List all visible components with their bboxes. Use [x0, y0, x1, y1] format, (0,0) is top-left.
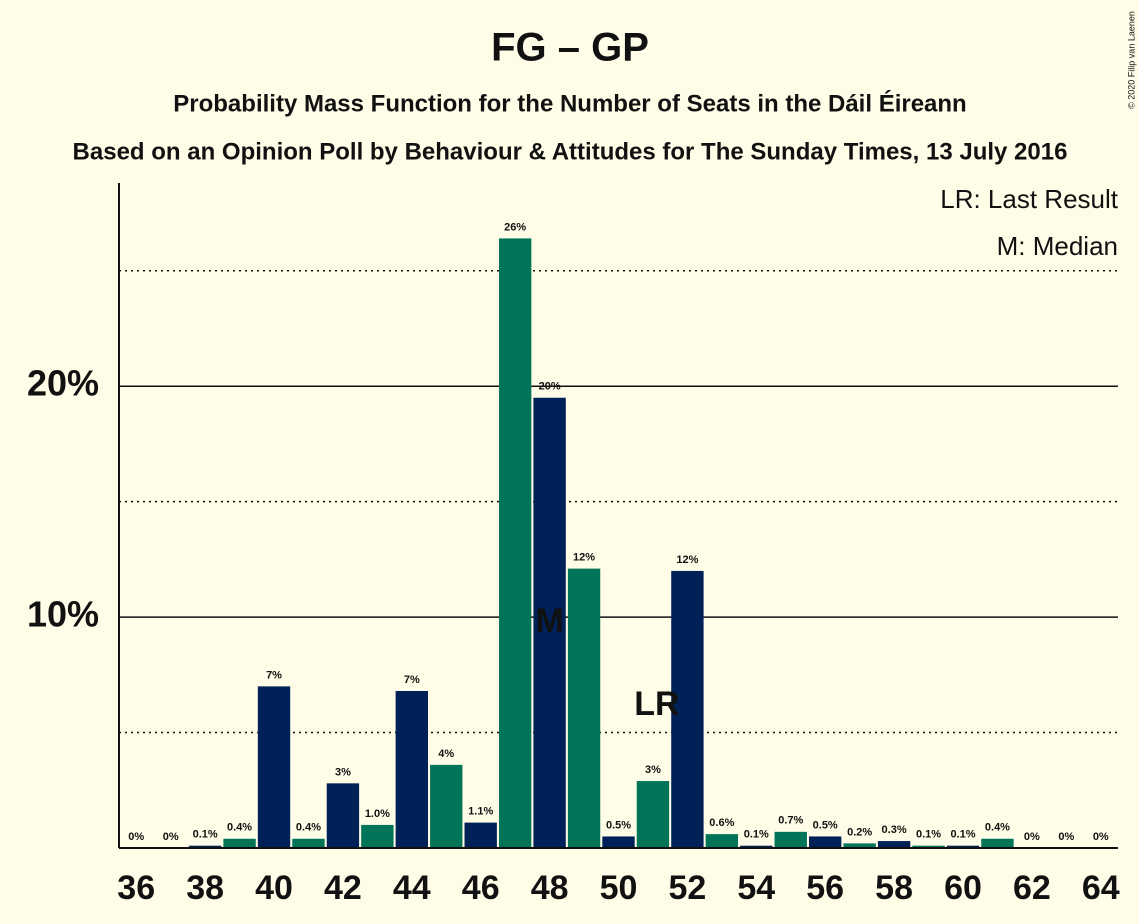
data-label: 1.0%: [365, 808, 390, 820]
data-label: 1.1%: [468, 806, 493, 818]
x-tick-label: 42: [324, 869, 362, 907]
data-label: 26%: [504, 221, 526, 233]
data-label: 0.5%: [606, 819, 631, 831]
bar: [740, 845, 773, 848]
data-label: 0.1%: [193, 829, 218, 841]
data-label: 0.3%: [882, 824, 907, 836]
data-label: 12%: [573, 552, 595, 564]
bar: [877, 841, 911, 848]
data-label: 20%: [539, 381, 561, 393]
bar: [946, 845, 980, 848]
chart-subtitle: Based on an Opinion Poll by Behaviour & …: [73, 138, 1068, 165]
data-label: 0%: [1058, 831, 1074, 843]
x-tick-label: 54: [737, 869, 775, 907]
copyright: © 2020 Filip van Laenen: [1126, 11, 1136, 109]
bar: [326, 783, 360, 848]
bar: [843, 843, 876, 848]
legend-entry: M: Median: [997, 231, 1118, 261]
y-tick-label: 20%: [27, 363, 99, 404]
x-tick-label: 60: [944, 869, 982, 907]
data-label: 0.6%: [709, 817, 734, 829]
annotation: LR: [634, 685, 679, 723]
bar: [292, 838, 325, 848]
bar: [774, 831, 807, 848]
data-label: 0%: [1024, 831, 1040, 843]
data-label: 0%: [163, 831, 179, 843]
bar: [498, 238, 532, 848]
data-label: 0.1%: [916, 829, 941, 841]
bar: [602, 836, 635, 848]
data-label: 0%: [128, 831, 144, 843]
bar: [464, 822, 497, 848]
data-label: 4%: [438, 748, 454, 760]
bar: [361, 824, 394, 848]
chart-subtitle: Probability Mass Function for the Number…: [173, 89, 966, 117]
x-tick-label: 48: [531, 869, 569, 907]
bar: [912, 845, 945, 848]
bar: [981, 838, 1014, 848]
bar: [671, 570, 704, 848]
data-label: 7%: [404, 674, 420, 686]
bar: [533, 397, 566, 848]
x-tick-label: 36: [117, 869, 155, 907]
data-label: 7%: [266, 669, 282, 681]
bar: [257, 686, 291, 848]
x-tick-label: 64: [1082, 869, 1120, 907]
data-label: 0.1%: [950, 829, 975, 841]
x-tick-label: 58: [875, 869, 913, 907]
data-label: 12%: [676, 554, 698, 566]
x-tick-label: 62: [1013, 869, 1051, 907]
legend-entry: LR: Last Result: [940, 184, 1119, 214]
data-label: 0.2%: [847, 826, 872, 838]
annotation: M: [535, 602, 563, 640]
x-tick-label: 44: [393, 869, 431, 907]
bar: [705, 834, 739, 848]
chart-title: FG – GP: [491, 26, 649, 70]
data-label: 3%: [645, 764, 661, 776]
x-tick-label: 56: [806, 869, 844, 907]
data-label: 3%: [335, 766, 351, 778]
bar: [636, 781, 670, 848]
data-label: 0%: [1093, 831, 1109, 843]
bar: [188, 845, 222, 848]
data-label: 0.4%: [227, 822, 252, 834]
bar: [808, 836, 842, 848]
x-tick-label: 50: [600, 869, 638, 907]
x-tick-label: 52: [668, 869, 706, 907]
bar: [430, 764, 463, 848]
x-tick-label: 40: [255, 869, 293, 907]
bar: [223, 838, 256, 848]
data-label: 0.4%: [296, 822, 321, 834]
y-tick-label: 10%: [27, 594, 99, 635]
data-label: 0.1%: [744, 829, 769, 841]
x-tick-label: 46: [462, 869, 500, 907]
data-label: 0.4%: [985, 822, 1010, 834]
data-label: 0.5%: [813, 819, 838, 831]
bar: [567, 568, 601, 848]
bar: [395, 690, 429, 848]
x-tick-label: 38: [186, 869, 224, 907]
data-label: 0.7%: [778, 815, 803, 827]
